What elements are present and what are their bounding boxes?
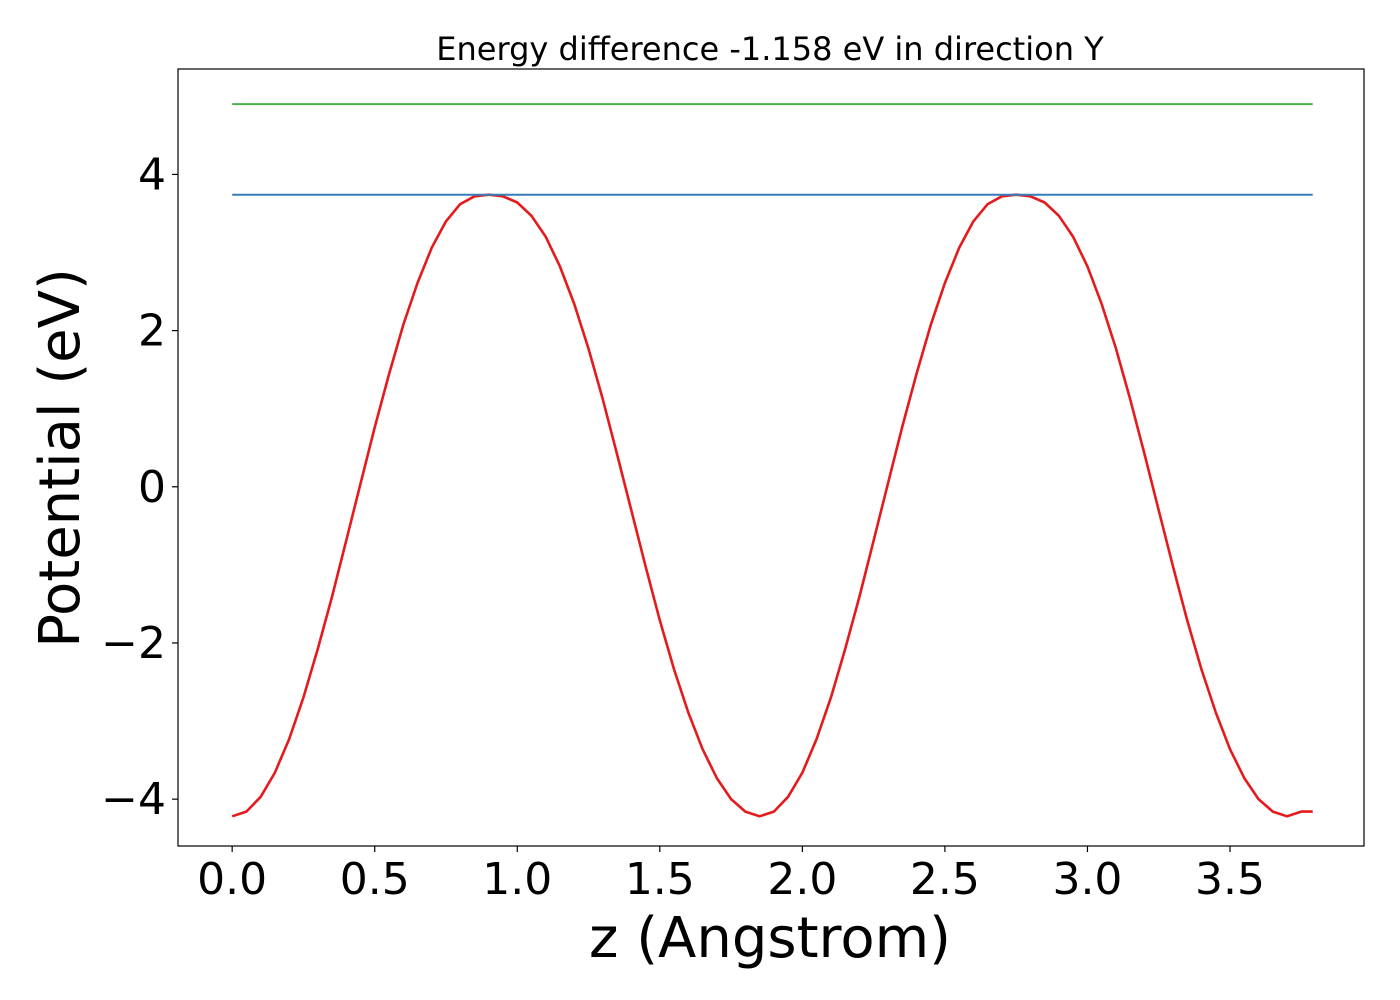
y-axis-label: Potential (eV) xyxy=(28,268,93,648)
y-tick-label: −4 xyxy=(101,774,166,825)
chart-title: Energy difference -1.158 eV in direction… xyxy=(436,30,1104,68)
y-tick-label: 0 xyxy=(138,462,166,513)
x-tick-label: 2.0 xyxy=(767,854,837,905)
y-axis-ticks: −4 −2 0 2 4 xyxy=(101,149,178,825)
series-line-potential xyxy=(231,193,1313,818)
x-axis-ticks: 0.0 0.5 1.0 1.5 2.0 2.5 3.0 3.5 xyxy=(197,846,1265,905)
x-tick-label: 3.0 xyxy=(1052,854,1122,905)
x-tick-label: 3.5 xyxy=(1195,854,1265,905)
series-layer xyxy=(231,103,1313,818)
x-tick-label: 2.5 xyxy=(910,854,980,905)
x-tick-label: 0.0 xyxy=(197,854,267,905)
y-tick-label: −2 xyxy=(101,618,166,669)
x-tick-label: 0.5 xyxy=(340,854,410,905)
x-axis-label: z (Angstrom) xyxy=(589,906,951,971)
y-tick-label: 2 xyxy=(138,306,166,357)
y-tick-label: 4 xyxy=(138,149,166,200)
x-tick-label: 1.5 xyxy=(625,854,695,905)
x-tick-label: 1.0 xyxy=(482,854,552,905)
plot-frame xyxy=(177,68,1365,847)
